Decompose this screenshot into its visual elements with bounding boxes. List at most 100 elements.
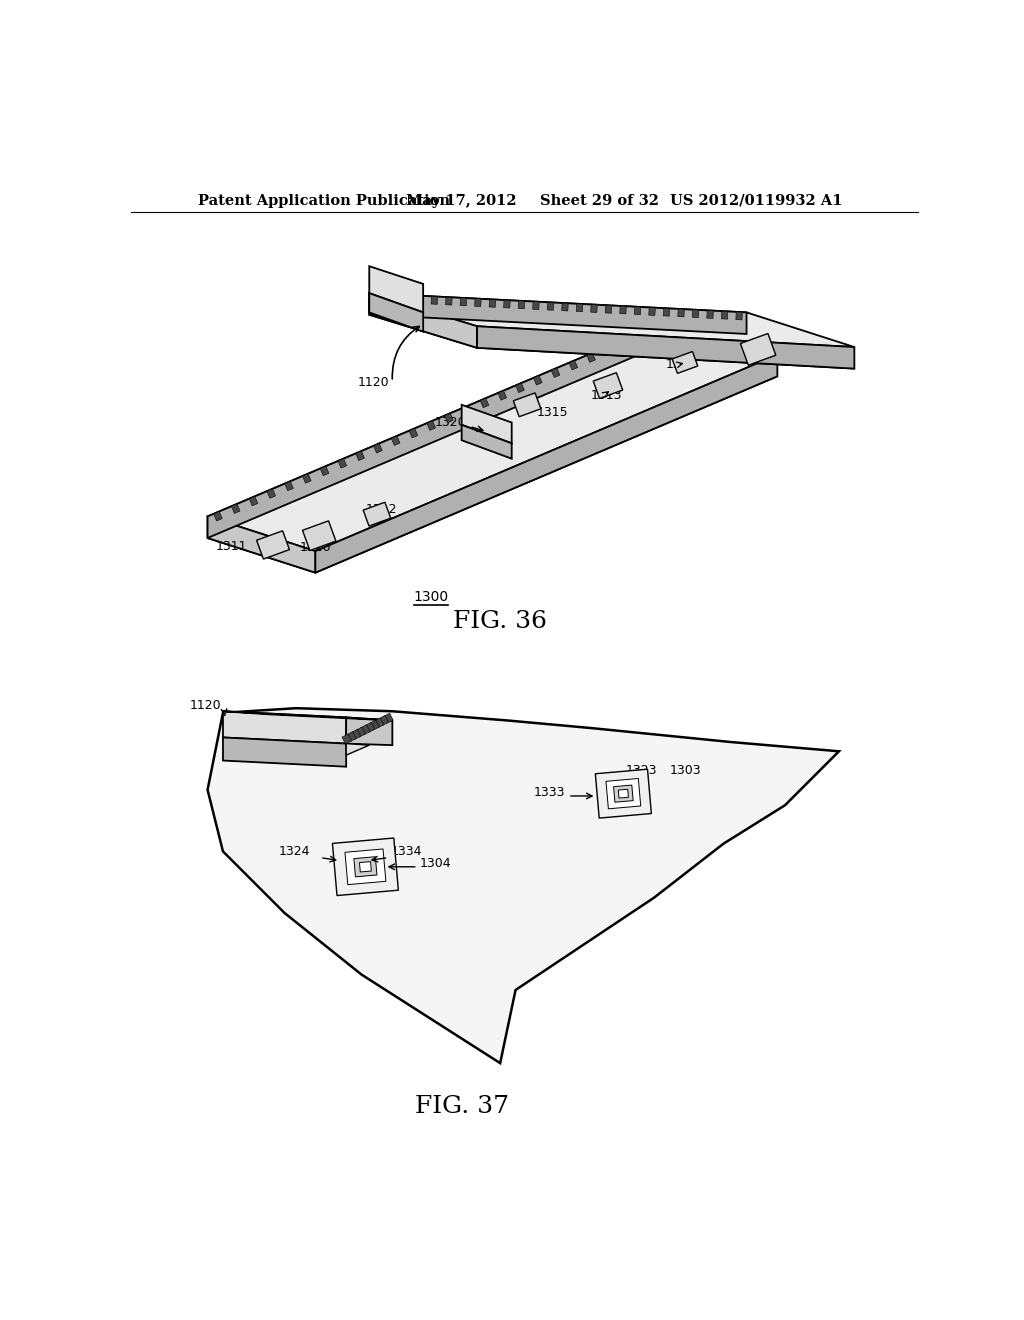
Polygon shape — [678, 309, 684, 317]
Text: Patent Application Publication: Patent Application Publication — [199, 194, 451, 207]
Polygon shape — [463, 405, 471, 416]
Polygon shape — [249, 496, 258, 506]
Polygon shape — [640, 330, 649, 339]
Polygon shape — [593, 372, 623, 399]
Polygon shape — [354, 857, 377, 876]
Polygon shape — [516, 383, 524, 392]
Polygon shape — [649, 308, 655, 315]
Polygon shape — [315, 355, 777, 573]
Text: 1314: 1314 — [666, 358, 697, 371]
Polygon shape — [370, 293, 477, 348]
Polygon shape — [562, 304, 568, 312]
Polygon shape — [351, 730, 360, 739]
Text: FIG. 36: FIG. 36 — [454, 610, 547, 634]
Polygon shape — [342, 734, 351, 744]
Polygon shape — [208, 321, 777, 552]
Polygon shape — [257, 531, 290, 560]
Polygon shape — [721, 312, 728, 319]
Polygon shape — [338, 458, 347, 469]
Polygon shape — [223, 711, 392, 721]
Polygon shape — [321, 466, 329, 475]
Polygon shape — [379, 715, 388, 726]
Polygon shape — [672, 351, 697, 374]
Polygon shape — [504, 300, 510, 308]
Text: 1323: 1323 — [626, 764, 657, 777]
Polygon shape — [346, 743, 370, 755]
Polygon shape — [613, 785, 633, 803]
Polygon shape — [365, 722, 375, 733]
Text: 1300: 1300 — [414, 590, 449, 605]
Polygon shape — [285, 482, 293, 491]
Polygon shape — [595, 770, 651, 818]
Text: 1120: 1120 — [189, 700, 221, 711]
Text: 1312: 1312 — [366, 503, 397, 516]
Polygon shape — [370, 721, 379, 730]
Polygon shape — [302, 521, 336, 550]
Polygon shape — [475, 298, 481, 306]
Polygon shape — [513, 393, 541, 417]
Text: 1304: 1304 — [419, 857, 451, 870]
Polygon shape — [460, 298, 467, 306]
Polygon shape — [364, 502, 391, 527]
Polygon shape — [587, 352, 595, 363]
Polygon shape — [606, 779, 641, 809]
Text: 1320: 1320 — [435, 416, 466, 429]
Polygon shape — [302, 474, 311, 483]
Polygon shape — [462, 425, 512, 459]
Polygon shape — [223, 711, 346, 743]
Polygon shape — [498, 391, 507, 400]
Polygon shape — [346, 731, 356, 742]
Polygon shape — [391, 436, 400, 445]
Text: 1311: 1311 — [216, 540, 248, 553]
Polygon shape — [402, 294, 409, 302]
Polygon shape — [370, 314, 854, 368]
Text: 1303: 1303 — [670, 764, 701, 777]
Text: 1333: 1333 — [535, 785, 565, 799]
Polygon shape — [551, 368, 560, 378]
Polygon shape — [736, 312, 742, 319]
Polygon shape — [374, 718, 384, 727]
Polygon shape — [370, 293, 423, 331]
Polygon shape — [489, 300, 496, 308]
Polygon shape — [480, 399, 488, 408]
Polygon shape — [664, 308, 670, 317]
Text: 1334: 1334 — [391, 845, 422, 858]
Polygon shape — [657, 322, 667, 333]
Polygon shape — [532, 301, 540, 309]
Text: 1120: 1120 — [357, 376, 389, 388]
Polygon shape — [518, 301, 524, 309]
Polygon shape — [431, 296, 437, 305]
Polygon shape — [409, 429, 418, 438]
Polygon shape — [387, 294, 394, 302]
Polygon shape — [618, 789, 629, 799]
Polygon shape — [374, 444, 382, 453]
Polygon shape — [707, 310, 714, 318]
Polygon shape — [355, 451, 365, 461]
Polygon shape — [360, 725, 370, 735]
Text: 1320: 1320 — [764, 333, 795, 346]
Polygon shape — [417, 296, 423, 304]
Polygon shape — [620, 306, 627, 314]
Polygon shape — [534, 375, 542, 385]
Polygon shape — [427, 421, 435, 430]
Polygon shape — [359, 862, 372, 873]
Polygon shape — [547, 302, 554, 310]
Polygon shape — [623, 338, 631, 347]
Polygon shape — [346, 718, 392, 744]
Polygon shape — [208, 321, 670, 539]
Polygon shape — [208, 342, 777, 573]
Polygon shape — [370, 267, 423, 313]
Polygon shape — [384, 713, 393, 723]
Polygon shape — [370, 293, 746, 334]
Text: Sheet 29 of 32: Sheet 29 of 32 — [541, 194, 659, 207]
Polygon shape — [231, 504, 240, 513]
Polygon shape — [634, 306, 641, 314]
Text: 1324: 1324 — [279, 845, 310, 858]
Polygon shape — [445, 297, 453, 305]
Polygon shape — [223, 738, 346, 767]
Text: May 17, 2012: May 17, 2012 — [407, 194, 517, 207]
Polygon shape — [462, 405, 512, 444]
Polygon shape — [214, 511, 222, 521]
Text: 1320: 1320 — [300, 541, 332, 554]
Polygon shape — [444, 413, 454, 422]
